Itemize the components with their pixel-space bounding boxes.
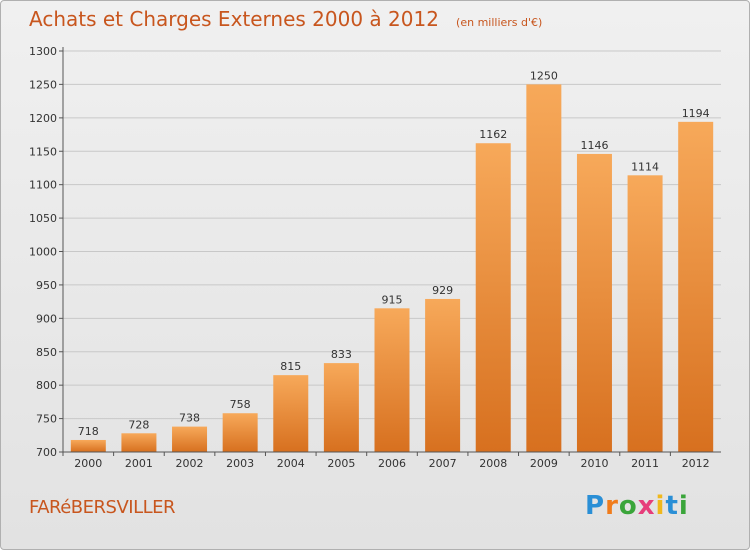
x-tick-label: 2000 — [74, 457, 102, 470]
x-axis-ticks: 2000 2001 2002 2003 2004 2005 2006 2007 2008 2009… — [62, 452, 710, 470]
x-tick-label: 2011 — [631, 457, 659, 470]
bar-2002 — [172, 426, 208, 452]
y-tick-label: 700 — [36, 446, 57, 459]
data-label-2001: 728 — [128, 418, 149, 431]
logo-letter: r — [605, 491, 619, 521]
y-tick-label: 1200 — [29, 112, 57, 125]
title-row: Achats et Charges Externes 2000 à 2012 (… — [29, 7, 542, 31]
data-label-2005: 833 — [331, 348, 352, 361]
y-tick-label: 750 — [36, 413, 57, 426]
logo-letter: o — [618, 491, 638, 521]
logo-letter: i — [678, 491, 689, 521]
data-label-2009: 1250 — [530, 69, 558, 82]
x-tick-label: 2006 — [378, 457, 406, 470]
chart-subtitle: (en milliers d'€) — [456, 16, 543, 29]
logo-letter: i — [655, 491, 666, 521]
data-label-2011: 1114 — [631, 160, 659, 173]
x-tick-label: 2007 — [429, 457, 457, 470]
y-tick-label: 1250 — [29, 78, 57, 91]
bar-2012 — [678, 121, 714, 453]
bar-2006 — [374, 308, 410, 452]
y-tick-label: 1000 — [29, 246, 57, 259]
bar-2009 — [526, 84, 562, 453]
data-label-2012: 1194 — [682, 107, 710, 120]
bar-2010 — [576, 153, 612, 452]
chart-title: Achats et Charges Externes 2000 à 2012 — [29, 7, 439, 31]
x-tick-label: 2008 — [479, 457, 507, 470]
proxiti-logo[interactable]: Proxiti — [585, 491, 689, 521]
y-tick-label: 1150 — [29, 145, 57, 158]
bars — [70, 84, 714, 453]
data-label-2004: 815 — [280, 360, 301, 373]
data-label-2010: 1146 — [580, 139, 608, 152]
bar-2007 — [425, 298, 461, 452]
data-label-2008: 1162 — [479, 128, 507, 141]
data-label-2002: 738 — [179, 412, 200, 425]
y-axis-ticks: 700 750 800 850 900 950 1000 1050 1100 1150 1200 12… — [29, 45, 63, 459]
data-labels: 718 728 738 758 815 833 915 929 1162 1250 1146 1114… — [78, 69, 710, 438]
logo-letter: P — [585, 491, 606, 521]
x-tick-label: 2001 — [125, 457, 153, 470]
x-tick-label: 2003 — [226, 457, 254, 470]
y-tick-label: 850 — [36, 346, 57, 359]
data-label-2003: 758 — [230, 398, 251, 411]
y-tick-label: 1300 — [29, 45, 57, 58]
place-name: FARéBERSVILLER — [29, 497, 176, 518]
data-label-2007: 929 — [432, 284, 453, 297]
y-tick-label: 950 — [36, 279, 57, 292]
axes — [62, 47, 721, 453]
y-tick-label: 1100 — [29, 179, 57, 192]
logo-letter: x — [637, 491, 656, 521]
bar-2001 — [121, 433, 157, 452]
bar-2000 — [70, 439, 106, 452]
y-tick-label: 800 — [36, 379, 57, 392]
bar-2011 — [627, 175, 663, 452]
logo-letter: t — [665, 491, 679, 521]
x-tick-label: 2012 — [682, 457, 710, 470]
bar-2003 — [222, 413, 258, 452]
data-label-2006: 915 — [382, 293, 403, 306]
bar-2005 — [323, 363, 359, 452]
y-tick-label: 900 — [36, 312, 57, 325]
x-tick-label: 2004 — [277, 457, 305, 470]
bar-2008 — [475, 143, 511, 453]
x-tick-label: 2005 — [327, 457, 355, 470]
bar-2004 — [273, 375, 309, 452]
x-tick-label: 2002 — [176, 457, 204, 470]
x-tick-label: 2009 — [530, 457, 558, 470]
x-tick-label: 2010 — [580, 457, 608, 470]
y-tick-label: 1050 — [29, 212, 57, 225]
data-label-2000: 718 — [78, 425, 99, 438]
